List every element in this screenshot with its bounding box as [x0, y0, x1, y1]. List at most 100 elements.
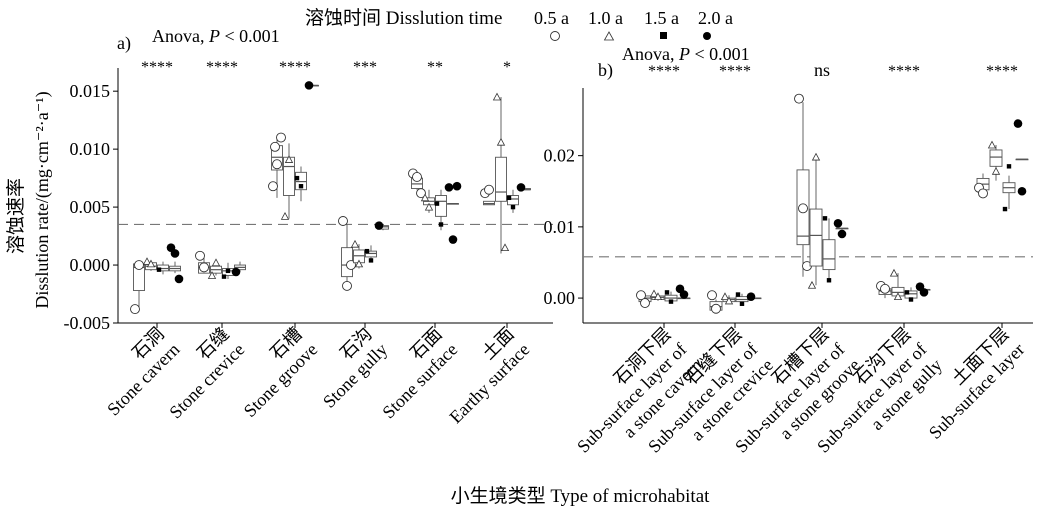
box-body [507, 195, 519, 206]
point-open-circle [199, 262, 209, 273]
point-open-circle [134, 260, 144, 270]
point-filled-square [156, 267, 162, 272]
point-open-triangle [653, 292, 663, 301]
point-filled-square [904, 290, 910, 295]
point-filled-square [510, 204, 516, 210]
legend-filled-square-marker [660, 32, 667, 39]
point-filled-circle [448, 235, 458, 244]
point-filled-square [438, 222, 444, 227]
point-filled-circle [452, 181, 462, 191]
significance-label: **** [888, 63, 920, 80]
box-body [822, 239, 836, 271]
legend-open-circle-marker [550, 31, 560, 41]
y-axis-title-en: Disslution rate/(mg·cm⁻²·a⁻¹) [32, 91, 53, 308]
point-filled-circle [919, 288, 929, 297]
point-open-circle [270, 141, 280, 152]
panel-b-anova: Anova, P < 0.001 [622, 44, 750, 64]
point-open-triangle [350, 239, 360, 248]
point-filled-square [434, 201, 440, 206]
point-filled-square [1006, 164, 1012, 169]
point-open-triangle [284, 155, 294, 163]
point-open-circle [412, 172, 422, 182]
point-open-triangle [720, 292, 730, 301]
point-filled-circle [833, 219, 843, 228]
y-tick-label: 0.005 [70, 197, 111, 217]
box-body [435, 195, 447, 217]
point-open-triangle [987, 140, 997, 149]
significance-label: **** [986, 63, 1018, 80]
panel-b-label: b) [598, 60, 613, 81]
point-filled-square [221, 274, 227, 279]
y-tick-label: 0.000 [70, 255, 111, 275]
point-open-circle [798, 203, 808, 214]
point-open-triangle [424, 202, 434, 211]
point-open-triangle [811, 152, 821, 161]
point-open-triangle [496, 137, 506, 146]
point-filled-square [908, 297, 914, 302]
y-tick-label: -0.005 [64, 313, 111, 333]
point-filled-circle [231, 267, 241, 277]
legend-filled-circle-marker [703, 32, 711, 40]
point-open-circle [276, 132, 286, 143]
point-open-circle [416, 188, 426, 199]
point-filled-circle [170, 249, 180, 258]
box-body [809, 208, 823, 267]
point-filled-square [735, 292, 741, 297]
point-filled-circle [374, 221, 384, 230]
y-tick-label: 0.010 [70, 139, 111, 159]
significance-label: **** [719, 63, 751, 80]
point-filled-circle [1013, 119, 1023, 128]
significance-label: **** [141, 59, 173, 76]
point-open-circle [880, 283, 890, 294]
panel-a-label: a) [117, 33, 131, 54]
point-open-triangle [807, 280, 817, 289]
point-open-triangle [146, 259, 156, 268]
significance-label: ** [427, 59, 443, 76]
point-open-circle [978, 188, 988, 199]
point-open-circle [195, 250, 205, 261]
point-filled-square [822, 216, 828, 221]
point-filled-circle [304, 81, 314, 90]
significance-label: **** [206, 59, 238, 76]
point-filled-circle [516, 183, 526, 192]
significance-label: **** [279, 59, 311, 76]
point-open-circle [707, 290, 717, 301]
significance-label: * [503, 59, 511, 76]
point-open-triangle [207, 271, 217, 279]
point-open-circle [794, 93, 804, 104]
point-open-circle [711, 303, 721, 314]
point-open-circle [268, 181, 278, 192]
point-filled-square [368, 258, 374, 263]
point-filled-square [506, 195, 512, 201]
y-axis-title-cn: 溶蚀速率 [5, 178, 27, 254]
box-body [283, 156, 295, 196]
point-filled-square [1002, 206, 1008, 212]
point-filled-square [664, 290, 670, 295]
point-open-triangle [991, 166, 1001, 175]
svg-text:Disslution rate/(mg·cm⁻²·a⁻¹): Disslution rate/(mg·cm⁻²·a⁻¹) [32, 91, 53, 308]
point-open-triangle [420, 193, 430, 202]
point-open-triangle [354, 259, 364, 268]
point-filled-circle [444, 183, 454, 192]
point-filled-square [739, 301, 745, 306]
point-filled-square [364, 248, 370, 254]
legend-label-3: 2.0 a [698, 8, 733, 28]
legend-open-triangle-marker [603, 31, 615, 41]
point-open-circle [640, 298, 650, 309]
point-filled-circle [1017, 186, 1027, 196]
point-open-triangle [500, 243, 510, 252]
legend-label-2: 1.5 a [644, 8, 679, 28]
point-open-circle [342, 280, 352, 291]
y-tick-label: 0.015 [70, 81, 111, 101]
legend: 溶蚀时间 Disslution time 0.5 a 1.0 a 1.5 a 2… [305, 7, 733, 41]
y-tick-label: 0.01 [544, 217, 576, 237]
point-open-circle [272, 159, 282, 170]
panel-a-anova: Anova, P < 0.001 [152, 26, 280, 46]
